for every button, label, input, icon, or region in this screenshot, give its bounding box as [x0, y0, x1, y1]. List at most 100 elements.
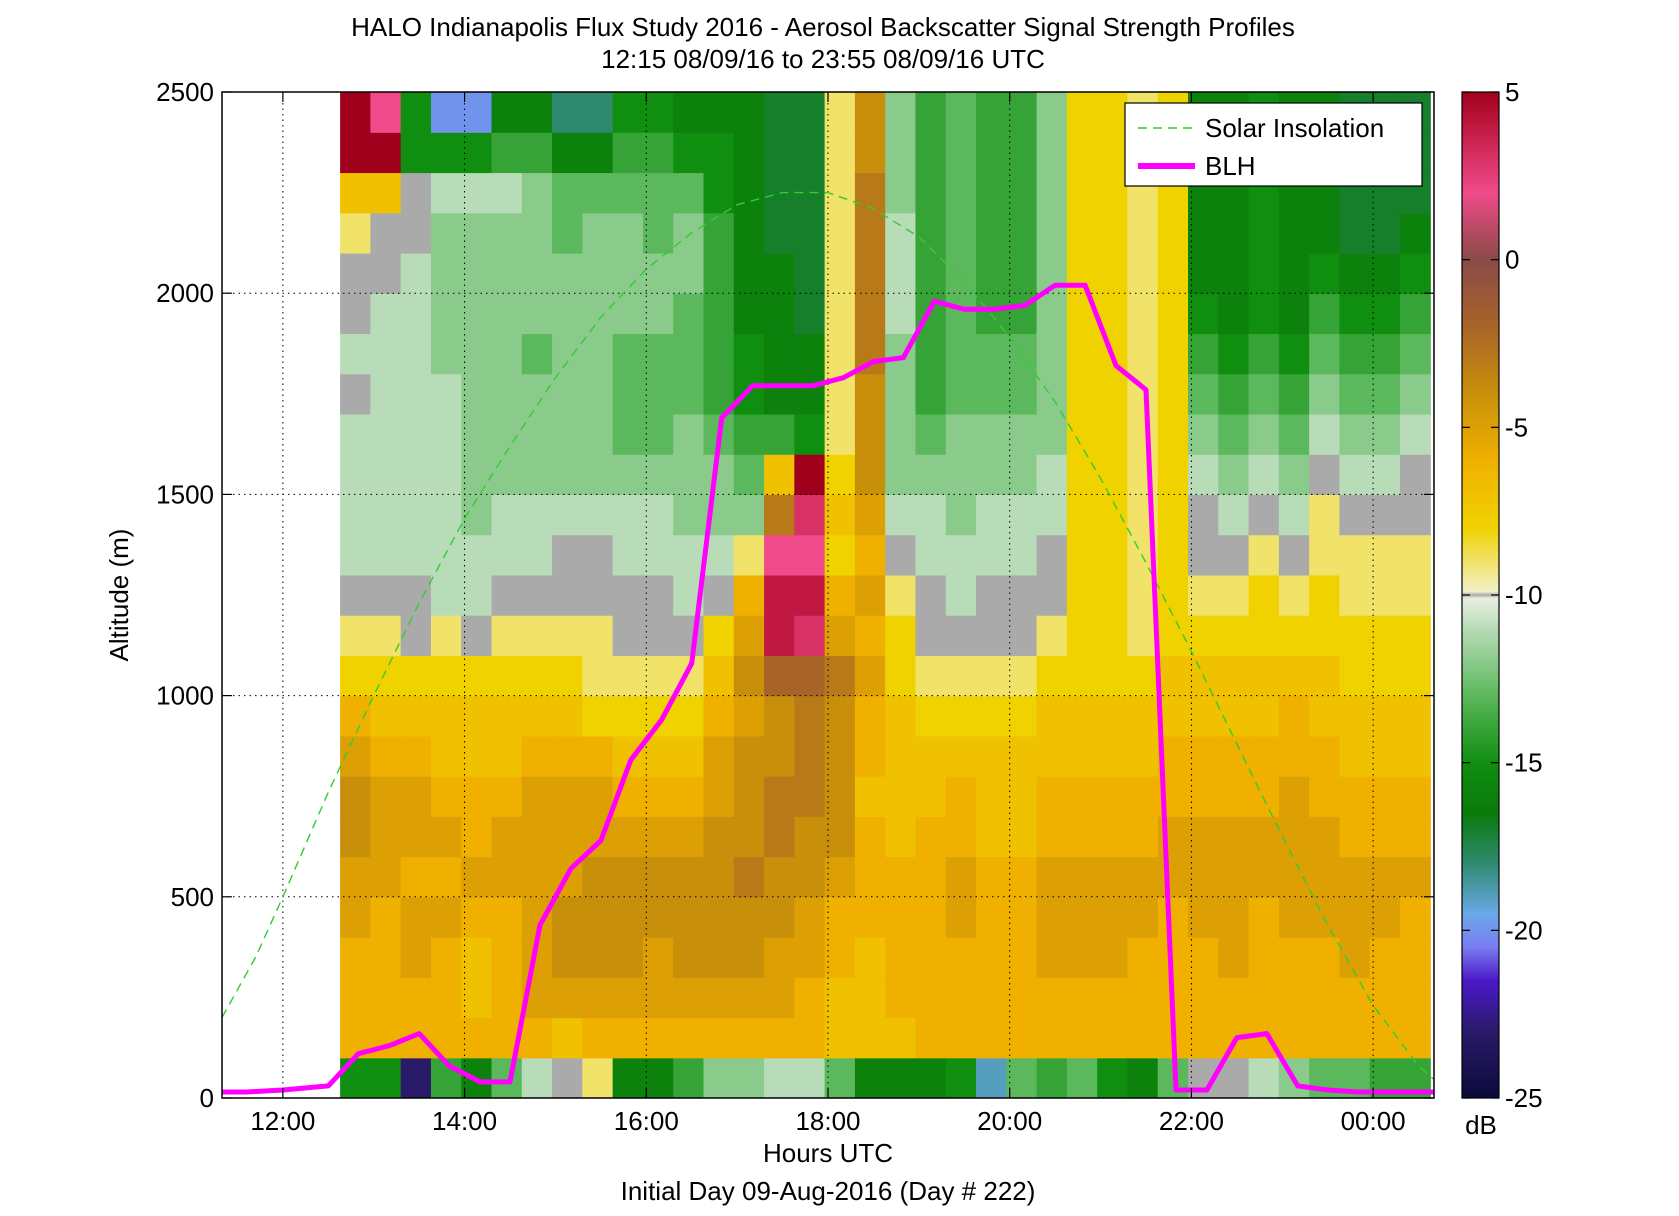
heatmap-cell: [1006, 1057, 1038, 1098]
heatmap-cell: [945, 132, 977, 174]
heatmap-cell: [945, 172, 977, 214]
heatmap-cell: [1369, 212, 1401, 254]
heatmap-cell: [582, 574, 614, 616]
heatmap-cell: [461, 172, 493, 214]
heatmap-cell: [764, 776, 795, 817]
heatmap-cell: [1188, 896, 1219, 938]
heatmap-cell: [1097, 615, 1129, 656]
heatmap-cell: [1218, 856, 1250, 898]
heatmap-cell: [491, 293, 523, 335]
heatmap-cell: [1036, 212, 1068, 254]
heatmap-cell: [794, 293, 826, 335]
heatmap-cell: [491, 574, 523, 616]
heatmap-cell: [945, 937, 977, 978]
heatmap-cell: [1157, 333, 1189, 375]
heatmap-cell: [491, 172, 523, 214]
heatmap-cell: [764, 1057, 795, 1098]
heatmap-cell: [794, 574, 826, 616]
heatmap-cell: [1066, 92, 1098, 133]
heatmap-cell: [733, 172, 765, 214]
heatmap-cell: [491, 655, 523, 697]
heatmap-cell: [915, 534, 947, 576]
heatmap-cell: [430, 454, 462, 495]
heatmap-cell: [854, 413, 886, 455]
heatmap-cell: [430, 977, 462, 1019]
heatmap-cell: [885, 937, 917, 978]
heatmap-cell: [945, 252, 977, 294]
heatmap-cell: [1278, 333, 1310, 375]
heatmap-cell: [976, 92, 1007, 133]
heatmap-cell: [370, 574, 402, 616]
heatmap-cell: [1309, 534, 1341, 576]
heatmap-cell: [1188, 373, 1219, 415]
heatmap-cell: [824, 132, 856, 174]
heatmap-cell: [1218, 293, 1250, 335]
heatmap-cell: [1278, 1017, 1310, 1059]
heatmap-cell: [764, 373, 795, 415]
heatmap-cell: [1036, 695, 1068, 737]
heatmap-cell: [885, 735, 917, 777]
heatmap-cell: [340, 776, 371, 817]
x-tick-label: 20:00: [977, 1106, 1042, 1136]
heatmap-cell: [582, 172, 614, 214]
heatmap-cell: [854, 977, 886, 1019]
heatmap-cell: [612, 615, 644, 656]
heatmap-cell: [370, 1017, 402, 1059]
heatmap-cell: [1188, 1017, 1219, 1059]
heatmap-cell: [945, 574, 977, 616]
heatmap-cell: [1006, 1017, 1038, 1059]
heatmap-cell: [430, 252, 462, 294]
heatmap-cell: [854, 92, 886, 133]
heatmap-cell: [885, 776, 917, 817]
heatmap-cell: [976, 454, 1007, 495]
heatmap-cell: [794, 735, 826, 777]
heatmap-cell: [885, 615, 917, 656]
heatmap-cell: [491, 816, 523, 858]
heatmap-cell: [340, 252, 371, 294]
heatmap-cell: [642, 816, 674, 858]
heatmap-cell: [612, 333, 644, 375]
heatmap-cell: [854, 695, 886, 737]
heatmap-cell: [1309, 373, 1341, 415]
heatmap-cell: [854, 816, 886, 858]
heatmap-cell: [370, 373, 402, 415]
heatmap-cell: [642, 856, 674, 898]
heatmap-cell: [945, 373, 977, 415]
heatmap-cell: [1006, 132, 1038, 174]
heatmap-cell: [1399, 776, 1431, 817]
heatmap-cell: [642, 454, 674, 495]
heatmap-cell: [1006, 373, 1038, 415]
heatmap-cell: [885, 534, 917, 576]
heatmap-cell: [340, 333, 371, 375]
heatmap-cell: [1188, 856, 1219, 898]
heatmap-cell: [1097, 413, 1129, 455]
heatmap-cell: [915, 615, 947, 656]
heatmap-cell: [976, 373, 1007, 415]
heatmap-cell: [491, 776, 523, 817]
heatmap-cell: [370, 212, 402, 254]
heatmap-cell: [521, 856, 553, 898]
heatmap-cell: [854, 655, 886, 697]
heatmap-cell: [1036, 655, 1068, 697]
heatmap-cell: [1339, 413, 1371, 455]
heatmap-cell: [340, 92, 371, 133]
heatmap-cell: [1006, 776, 1038, 817]
heatmap-cell: [521, 172, 553, 214]
heatmap-cell: [1248, 735, 1280, 777]
heatmap-cell: [400, 856, 432, 898]
heatmap-cell: [1036, 172, 1068, 214]
heatmap-cell: [976, 735, 1007, 777]
heatmap-cell: [1036, 534, 1068, 576]
heatmap-cell: [430, 373, 462, 415]
heatmap-cell: [1127, 615, 1159, 656]
heatmap-cell: [945, 977, 977, 1019]
heatmap-cell: [1006, 534, 1038, 576]
heatmap-cell: [370, 937, 402, 978]
heatmap-cell: [703, 937, 735, 978]
heatmap-cell: [1369, 776, 1401, 817]
heatmap-cell: [461, 373, 493, 415]
heatmap-cell: [1006, 816, 1038, 858]
heatmap-cell: [340, 896, 371, 938]
heatmap-cell: [854, 896, 886, 938]
heatmap-cell: [794, 816, 826, 858]
